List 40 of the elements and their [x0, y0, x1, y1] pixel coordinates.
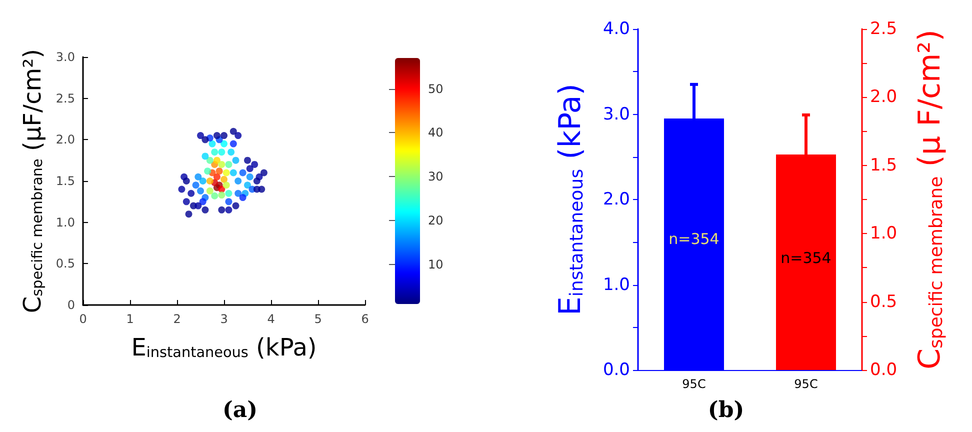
annotation: n=354 — [780, 248, 832, 267]
y-tick-label: 0.5 — [56, 256, 75, 271]
x-tick-label: 5 — [314, 312, 322, 326]
y2-tick-label: 0.5 — [870, 292, 898, 312]
y-tick-label: 0 — [67, 298, 75, 312]
y-axis-title: Cspecific membrane (μF/cm²) — [18, 48, 47, 314]
text: (b) — [708, 397, 744, 423]
y-tick-label: 0.0 — [602, 360, 630, 380]
x-tick-label: 2 — [173, 312, 181, 326]
y-axis-title: Einstantaneous (kPa) — [552, 83, 588, 316]
y-tick-label: 3.0 — [602, 104, 630, 124]
color-bar-label: 30 — [428, 170, 444, 184]
color-bar-label: 50 — [428, 82, 444, 96]
y-tick-label: 2.5 — [56, 91, 75, 106]
y2-tick-label: 1.5 — [870, 155, 898, 176]
x-axis-title: Einstantaneous (kPa) — [131, 333, 317, 362]
y-tick-label: 1.0 — [602, 274, 630, 295]
y-tick-label: 3.0 — [56, 50, 75, 64]
y-tick-label: 2.0 — [602, 190, 630, 210]
x-tick-label: 1 — [126, 312, 134, 326]
x-tick-label: 4 — [267, 312, 275, 326]
color-bar-label: 20 — [428, 214, 444, 228]
x-tick-label: 95C — [682, 377, 706, 391]
x-tick-label: 0 — [79, 312, 87, 326]
color-bar-label: 40 — [428, 126, 444, 140]
color-bar-label: 10 — [428, 257, 444, 272]
y2-tick-label: 2.5 — [870, 19, 898, 39]
y2-tick-label: 1.0 — [870, 224, 898, 244]
y-tick-label: 2.0 — [56, 132, 75, 147]
y2-axis-title: Cspecific membrane (μ F/cm²) — [912, 30, 948, 370]
annotation: n=354 — [668, 230, 720, 248]
y-tick-label: 4.0 — [602, 19, 630, 39]
y2-tick-label: 0.0 — [870, 360, 898, 380]
y-tick-label: 1.0 — [56, 215, 75, 230]
text: (a) — [222, 397, 258, 423]
x-tick-label: 3 — [220, 312, 228, 326]
x-tick-label: 95C — [794, 377, 818, 391]
y2-tick-label: 2.0 — [870, 87, 898, 108]
x-tick-label: 6 — [361, 312, 369, 326]
y-tick-label: 1.5 — [56, 174, 75, 188]
